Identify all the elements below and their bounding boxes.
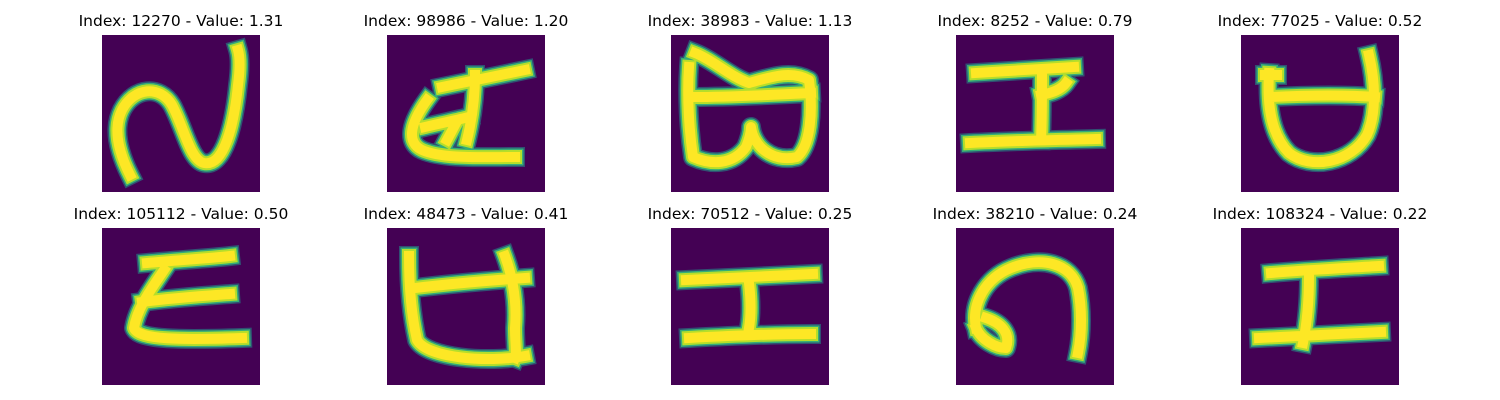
panel-title: Index: 12270 - Value: 1.31 — [78, 12, 284, 30]
glyph-stroke — [129, 250, 248, 344]
glyph-drawing — [124, 244, 253, 349]
panel-title: Index: 108324 - Value: 0.22 — [1212, 205, 1428, 223]
glyph-image — [1241, 35, 1399, 192]
glyph-image — [956, 35, 1114, 192]
glyph-drawing — [959, 56, 1107, 154]
panel: Index: 70512 - Value: 0.25 — [600, 203, 900, 393]
glyph-stroke — [407, 64, 531, 163]
panel: Index: 38210 - Value: 0.24 — [885, 203, 1185, 393]
glyph-image — [1241, 228, 1399, 385]
glyph-stroke — [1260, 48, 1381, 168]
glyph-image — [956, 228, 1114, 385]
glyph-stroke — [112, 43, 245, 182]
glyph-stroke — [403, 249, 531, 365]
panel-title: Index: 8252 - Value: 0.79 — [937, 12, 1133, 30]
glyph-image — [671, 228, 829, 385]
glyph-image — [102, 35, 260, 192]
panel-title: Index: 98986 - Value: 1.20 — [363, 12, 569, 30]
glyph-drawing — [402, 58, 537, 168]
panel: Index: 105112 - Value: 0.50 — [31, 203, 331, 393]
panel-title: Index: 38983 - Value: 1.13 — [647, 12, 853, 30]
glyph-stroke — [683, 46, 817, 168]
glyph-stroke — [680, 268, 819, 344]
glyph-drawing — [675, 263, 824, 349]
panel-title: Index: 77025 - Value: 0.52 — [1217, 12, 1423, 30]
glyph-image — [387, 228, 545, 385]
panel-title: Index: 38210 - Value: 0.24 — [932, 205, 1138, 223]
panel: Index: 48473 - Value: 0.41 — [316, 203, 616, 393]
glyph-image — [387, 35, 545, 192]
panel: Index: 108324 - Value: 0.22 — [1170, 203, 1470, 393]
glyph-stroke — [1253, 260, 1387, 349]
panel: Index: 38983 - Value: 1.13 — [600, 10, 900, 200]
panel-title: Index: 70512 - Value: 0.25 — [647, 205, 853, 223]
glyph-drawing — [678, 40, 822, 173]
glyph-drawing — [1248, 255, 1392, 355]
glyph-stroke — [964, 61, 1102, 149]
panel: Index: 12270 - Value: 1.31 — [31, 10, 331, 200]
panel: Index: 8252 - Value: 0.79 — [885, 10, 1185, 200]
glyph-image — [102, 228, 260, 385]
panel-title: Index: 105112 - Value: 0.50 — [73, 205, 289, 223]
glyph-stroke — [969, 257, 1086, 359]
glyph-drawing — [107, 37, 250, 189]
glyph-drawing — [962, 252, 1091, 365]
glyph-drawing — [398, 243, 537, 371]
panel-title: Index: 48473 - Value: 0.41 — [363, 205, 569, 223]
glyph-drawing — [1255, 42, 1386, 173]
panel: Index: 77025 - Value: 0.52 — [1170, 10, 1470, 200]
glyph-image — [671, 35, 829, 192]
panel: Index: 98986 - Value: 1.20 — [316, 10, 616, 200]
